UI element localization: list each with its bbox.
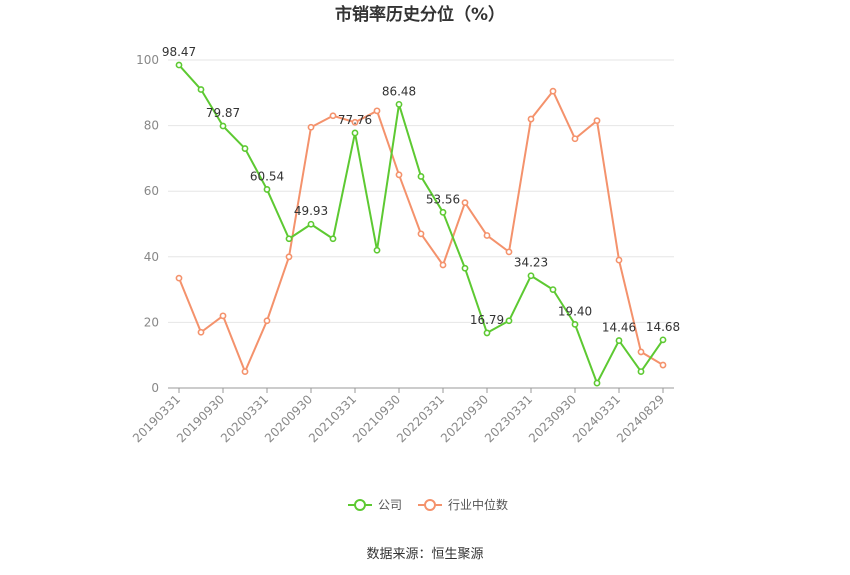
data-point [241,368,249,375]
data-point [307,220,315,228]
data-point [197,328,205,336]
x-tick-label: 20240829 [614,392,667,445]
data-point [175,61,183,69]
grid-lines [168,59,674,323]
data-point [637,368,645,375]
y-tick-label: 40 [144,250,159,264]
data-point [307,123,315,131]
data-point [351,129,359,137]
data-label: 19.40 [558,304,592,318]
legend-marker [354,499,366,511]
data-point [395,171,403,179]
data-point [505,317,513,325]
data-point [219,312,227,320]
data-label: 14.46 [602,321,636,335]
data-point [417,230,425,238]
data-point [439,261,447,269]
data-point [527,272,535,280]
series-lines [175,61,667,387]
data-point [483,329,491,337]
chart-title: 市销率历史分位（%） [335,4,505,25]
y-tick-label: 20 [144,315,159,329]
data-point [417,173,425,180]
data-point [549,87,557,95]
data-point [241,145,249,152]
legend-item-0[interactable]: 公司 [348,498,402,512]
data-point [439,208,447,216]
data-point [571,135,579,143]
data-point [175,274,183,282]
y-tick-label: 0 [151,381,159,395]
data-point [505,248,513,256]
data-label: 98.47 [162,45,196,59]
data-label: 14.68 [646,320,680,334]
data-labels: 98.47 79.87 60.54 49.93 77.76 86.48 53.56 16.79… [162,45,680,335]
y-tick-label: 60 [144,184,159,198]
data-point [329,235,337,243]
data-label: 49.93 [294,204,328,218]
data-point [527,115,535,123]
data-point [659,361,667,369]
data-point [395,100,403,108]
data-label: 53.56 [426,192,460,206]
data-point [659,336,667,344]
source-note: 数据来源：恒生聚源 [366,547,483,562]
y-tick-label: 100 [136,53,159,67]
data-point [637,348,645,356]
y-tick-label: 80 [144,119,159,133]
data-label: 77.76 [338,113,372,127]
data-point [219,122,227,130]
data-point [593,379,601,387]
legend-marker [424,499,436,511]
data-point [373,246,381,254]
data-point [571,320,579,328]
data-point [615,337,623,344]
legend-item-1[interactable]: 行业中位数 [418,497,508,512]
data-point [593,117,601,125]
data-label: 34.23 [514,256,548,270]
data-label: 86.48 [382,84,416,98]
legend-label: 行业中位数 [448,497,508,512]
legend-label: 公司 [378,498,402,512]
data-label: 79.87 [206,106,240,120]
data-label: 60.54 [250,169,284,183]
data-label: 16.79 [470,313,504,327]
data-point [285,235,293,243]
data-point [373,107,381,115]
data-point [351,118,359,126]
data-point [263,317,271,325]
data-point [461,264,469,272]
data-point [483,232,491,239]
data-point [197,86,205,93]
data-point [263,186,271,193]
data-point [285,253,293,261]
data-point [329,112,337,120]
data-point [549,286,557,293]
legend: 公司 行业中位数 [348,497,508,512]
data-point [461,199,469,207]
series-line-0 [178,64,664,385]
data-point [615,256,623,264]
